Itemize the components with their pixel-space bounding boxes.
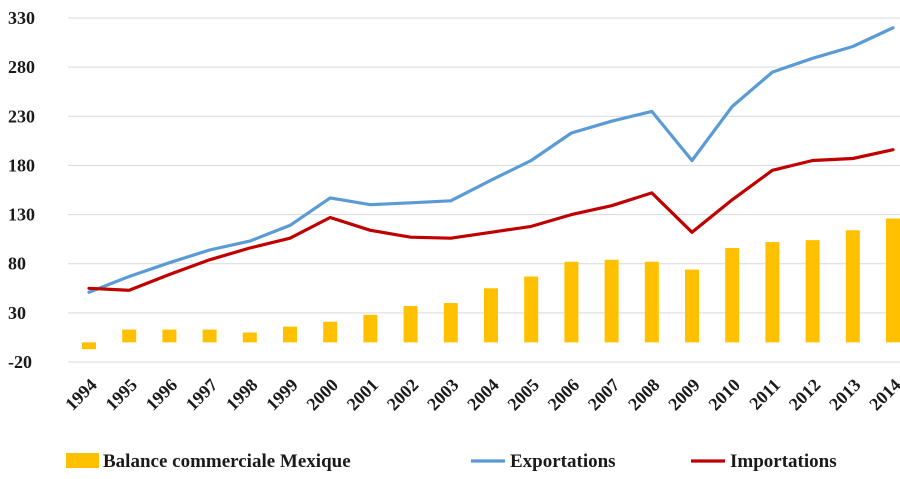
bar: [805, 240, 820, 343]
bar: [202, 329, 217, 343]
legend-swatch: [66, 453, 99, 468]
x-tick-label: 2010: [704, 375, 744, 415]
x-tick-label: 1999: [262, 375, 302, 415]
bar: [162, 329, 177, 343]
y-tick-label: 330: [8, 8, 35, 28]
gridlines: [68, 17, 900, 363]
x-tick-label: 2013: [825, 375, 865, 415]
x-tick-label: 1995: [101, 375, 141, 415]
line-series: [87, 26, 895, 294]
x-tick-label: 1994: [61, 375, 101, 415]
bar: [524, 276, 539, 343]
x-tick-label: 2006: [544, 375, 584, 415]
y-tick-label: 180: [8, 155, 35, 175]
series-line: [87, 148, 895, 292]
y-tick-label: 230: [8, 106, 35, 126]
bar: [283, 326, 297, 343]
x-tick-label: 2003: [423, 375, 463, 415]
bar: [242, 332, 257, 343]
bar: [644, 261, 659, 343]
bar: [886, 218, 900, 343]
x-tick-label: 1998: [222, 375, 262, 415]
x-tick-label: 2007: [584, 375, 624, 415]
bar: [725, 247, 740, 343]
bar: [845, 230, 860, 343]
bar: [122, 329, 137, 343]
y-tick-label: 80: [8, 254, 26, 274]
legend-label: Balance commerciale Mexique: [103, 451, 351, 472]
x-tick-label: 2011: [745, 375, 784, 414]
series-line: [87, 26, 895, 294]
bar: [82, 342, 96, 350]
bar: [564, 261, 579, 343]
x-tick-label: 1997: [182, 375, 222, 415]
bar: [323, 321, 338, 343]
x-tick-label: 2002: [383, 375, 423, 415]
bar: [403, 305, 418, 343]
x-tick-label: 2009: [664, 375, 704, 415]
bar: [443, 303, 458, 343]
legend: Balance commerciale Mexique Exportations I…: [66, 451, 837, 472]
x-tick-label: 2005: [503, 375, 543, 415]
x-axis-ticks: 1994 1995 1996 1997 1998 1999 2000 2001 2002 2003…: [61, 375, 900, 415]
x-tick-label: 1996: [142, 375, 182, 415]
y-tick-label: 280: [8, 57, 35, 77]
legend-label: Exportations: [510, 451, 616, 472]
y-tick-label: 130: [8, 205, 35, 225]
x-tick-label: 2004: [463, 375, 503, 415]
y-tick-label: -20: [8, 352, 32, 372]
bar: [484, 288, 498, 343]
bar: [363, 314, 378, 343]
x-tick-label: 2000: [302, 375, 342, 415]
bar: [765, 242, 780, 343]
x-tick-label: 2012: [785, 375, 825, 415]
x-tick-label: 2001: [343, 375, 383, 415]
legend-label: Importations: [730, 451, 837, 472]
bar-series: [82, 218, 900, 350]
y-axis-ticks: -20 30 80 130 180 230 280 330: [8, 8, 35, 372]
bar: [685, 269, 699, 343]
y-tick-label: 30: [8, 303, 26, 323]
x-tick-label: 2008: [624, 375, 664, 415]
bar: [604, 259, 619, 343]
x-tick-label: 2014: [865, 375, 900, 415]
